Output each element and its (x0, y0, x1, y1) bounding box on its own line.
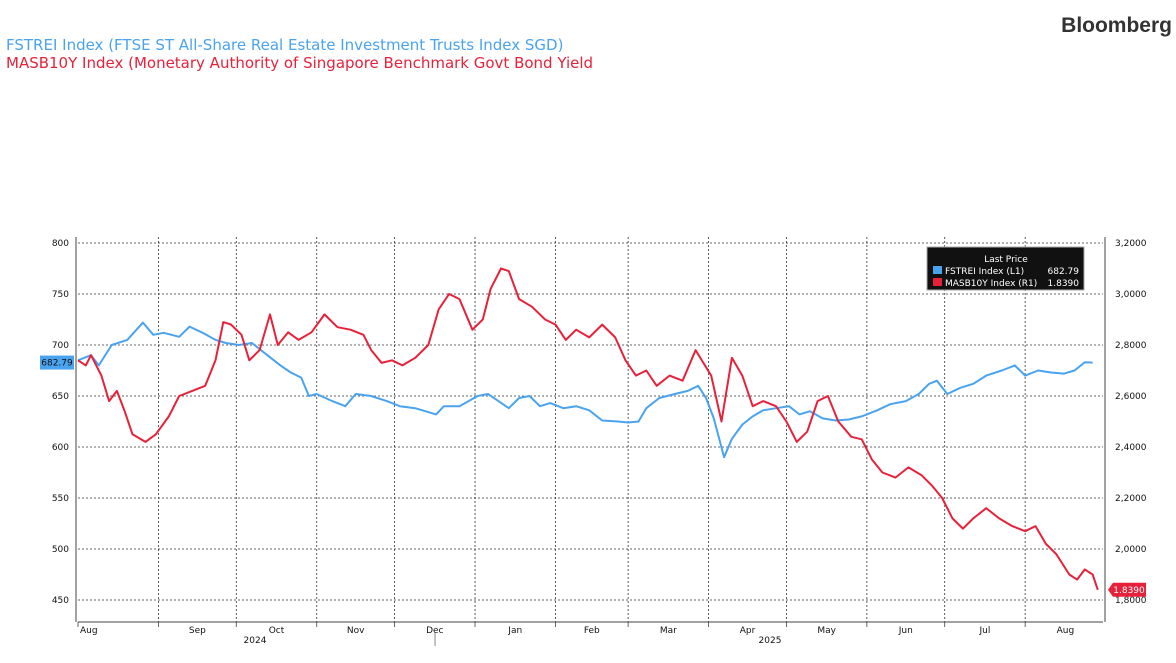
y-left-tick-label: 650 (52, 392, 69, 402)
last-value-left-label: 682.79 (41, 359, 73, 369)
y-right-tick-label: 2,4000 (1115, 443, 1147, 453)
legend-swatch-fstrei (933, 266, 942, 274)
legend-swatch-masb10y (933, 278, 942, 286)
last-value-right-label: 1.8390 (1113, 586, 1145, 596)
legend-title: Last Price (984, 255, 1028, 265)
x-month-label: Feb (584, 626, 600, 636)
series-title-masb10y: MASB10Y Index (Monetary Authority of Sin… (6, 54, 592, 72)
x-month-label: Jun (898, 626, 913, 636)
x-month-label: Sep (189, 626, 206, 636)
y-right-tick-label: 2,8000 (1115, 341, 1147, 351)
last-value-tag-right (1108, 582, 1146, 597)
legend-value-masb10y: 1.8390 (1048, 279, 1080, 289)
x-year-label: 2025 (759, 636, 782, 646)
y-right-tick-label: 2,6000 (1115, 392, 1147, 402)
x-month-label: May (817, 626, 836, 636)
series-line-fstrei (77, 321, 1093, 459)
series-line-masb10y (77, 267, 1099, 591)
legend-box: Last Price FSTREI Index (L1) 682.79 MASB… (926, 246, 1085, 291)
series-lines (77, 267, 1099, 591)
y-left-tick-label: 550 (52, 494, 69, 504)
x-month-label: Nov (347, 626, 365, 636)
y-left-tick-label: 800 (52, 239, 69, 249)
y-right-tick-label: 3,2000 (1115, 239, 1147, 249)
x-year-label: 2024 (244, 636, 267, 646)
legend-label-fstrei: FSTREI Index (L1) (945, 267, 1024, 277)
grid-lines (78, 237, 1103, 622)
legend-label-masb10y: MASB10Y Index (R1) (945, 279, 1037, 289)
x-month-label: Apr (740, 626, 756, 636)
y-left-tick-label: 750 (52, 290, 69, 300)
x-month-label: Aug (1057, 626, 1075, 636)
y-left-tick-label: 700 (52, 341, 69, 351)
y-right-tick-label: 3,0000 (1115, 290, 1147, 300)
axes: 800 3,2000 750 3,0000 700 2,8000 650 2,6000 600 2… (52, 237, 1147, 646)
y-left-tick-label: 450 (52, 596, 69, 606)
y-left-tick-label: 500 (52, 545, 69, 555)
x-month-label: Aug (80, 626, 98, 636)
x-month-label: Jul (979, 626, 991, 636)
brand-logo: Bloomberg (1061, 14, 1172, 37)
y-left-tick-label: 600 (52, 443, 69, 453)
legend-value-fstrei: 682.79 (1048, 267, 1080, 277)
series-title-fstrei: FSTREI Index (FTSE ST All-Share Real Est… (6, 36, 564, 54)
y-right-tick-label: 2,0000 (1115, 545, 1147, 555)
x-month-label: Mar (660, 626, 677, 636)
x-month-label: Jan (507, 626, 522, 636)
x-month-label: Oct (269, 626, 285, 636)
x-month-label: Dec (426, 626, 443, 636)
last-value-tag-left (40, 355, 74, 370)
y-right-tick-label: 2,2000 (1115, 494, 1147, 504)
last-value-tags: 682.79 1.8390 (40, 355, 1146, 597)
y-right-tick-label: 1,8000 (1115, 596, 1147, 606)
